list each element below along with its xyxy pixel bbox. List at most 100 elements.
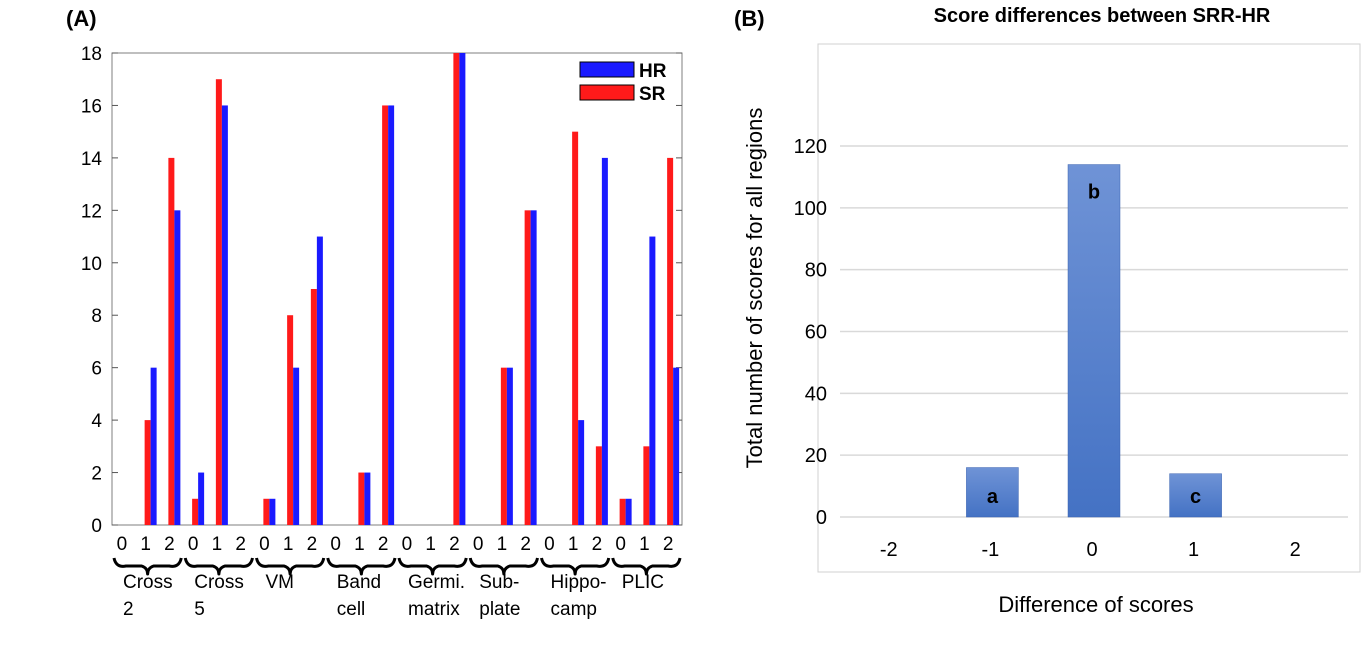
bar-sr <box>500 367 507 525</box>
category-label: Cross <box>194 572 244 593</box>
bar-sr <box>572 131 579 525</box>
bar-hr <box>293 367 300 525</box>
category-label: Cross <box>123 572 173 593</box>
x-tick-label: 2 <box>663 534 674 555</box>
bar-sr <box>453 53 460 525</box>
x-tick-label: 0 <box>544 534 555 555</box>
x-tick-label: 0 <box>188 534 199 555</box>
x-tick-label: 2 <box>592 534 603 555</box>
bar-hr <box>530 210 537 526</box>
bar-hr <box>459 53 466 525</box>
y-tick-label: 16 <box>81 96 102 117</box>
bar-hr <box>625 498 632 525</box>
y-tick-label: 120 <box>794 136 827 158</box>
bar-hr <box>198 472 205 525</box>
x-tick-label: 2 <box>378 534 389 555</box>
x-tick-label: 1 <box>497 534 508 555</box>
x-tick-label: 1 <box>283 534 294 555</box>
y-tick-label: 2 <box>91 464 102 485</box>
y-tick-label: 6 <box>91 359 102 380</box>
y-tick-label: 0 <box>91 516 102 537</box>
x-tick-label: 2 <box>520 534 531 555</box>
bar-sr <box>215 79 222 525</box>
bar-sr <box>287 315 294 525</box>
bar-sr <box>263 498 270 525</box>
bar-1 <box>1169 473 1222 518</box>
bar-hr <box>673 367 680 525</box>
category-brace <box>326 557 397 576</box>
category-label: Germi. <box>408 572 465 593</box>
bar-sr <box>310 289 317 525</box>
y-tick-label: 8 <box>91 306 102 327</box>
y-tick-label: 12 <box>81 201 102 222</box>
x-axis-label: Difference of scores <box>998 592 1193 617</box>
panel-b-label: (B) <box>734 6 765 31</box>
x-tick-label: 1 <box>1188 539 1199 561</box>
legend-swatch-hr <box>579 61 635 78</box>
bar-hr <box>601 157 608 525</box>
bar-hr <box>316 236 323 526</box>
category-label: 2 <box>123 599 134 620</box>
category-label: cell <box>337 599 366 620</box>
plot-b-frame <box>817 43 1361 573</box>
x-tick-label: 0 <box>615 534 626 555</box>
y-tick-label: 18 <box>81 44 102 65</box>
y-tick-label: 100 <box>794 198 827 220</box>
y-tick-label: 0 <box>816 507 827 529</box>
bar-sr <box>524 210 531 526</box>
category-label: VM <box>266 572 295 593</box>
bar-annotation: a <box>987 486 999 508</box>
category-brace <box>540 557 611 576</box>
bar-sr <box>667 157 674 525</box>
x-tick-label: 2 <box>449 534 460 555</box>
category-brace <box>183 557 254 576</box>
category-label: PLIC <box>622 572 664 593</box>
x-tick-label: 1 <box>212 534 223 555</box>
y-tick-label: 10 <box>81 254 102 275</box>
bar-hr <box>388 105 395 525</box>
bar-sr <box>643 446 650 525</box>
y-tick-label: 80 <box>805 260 827 282</box>
bar-sr <box>595 446 602 525</box>
bar-annotation: c <box>1190 486 1201 508</box>
x-tick-label: 0 <box>473 534 484 555</box>
y-tick-label: 60 <box>805 322 827 344</box>
bar-hr <box>221 105 228 525</box>
bar-hr <box>150 367 157 525</box>
category-label: Band <box>337 572 381 593</box>
x-tick-label: 0 <box>117 534 128 555</box>
category-label: plate <box>479 599 520 620</box>
y-tick-label: 14 <box>81 149 103 170</box>
x-tick-label: 1 <box>354 534 365 555</box>
x-tick-label: 2 <box>235 534 246 555</box>
bar--1 <box>966 467 1019 518</box>
x-tick-label: 1 <box>568 534 579 555</box>
y-tick-label: 40 <box>805 383 827 405</box>
y-tick-label: 20 <box>805 445 827 467</box>
category-brace <box>397 557 468 576</box>
x-tick-label: 0 <box>402 534 413 555</box>
category-brace <box>112 557 183 576</box>
bar-hr <box>364 472 371 525</box>
y-tick-label: 4 <box>91 411 102 432</box>
bar-sr <box>382 105 389 525</box>
bar-annotation: b <box>1088 182 1100 204</box>
bar-0 <box>1067 164 1121 518</box>
chart-b: (B) Score differences between SRR-HR 0 20 4… <box>734 5 1361 617</box>
x-tick-label: 1 <box>639 534 650 555</box>
bar-hr <box>269 498 276 525</box>
category-brace <box>255 557 326 576</box>
x-tick-label: 2 <box>164 534 175 555</box>
x-tick-label: 2 <box>1290 539 1301 561</box>
legend-label-sr: SR <box>639 84 666 105</box>
x-tick-label: 1 <box>425 534 436 555</box>
y-axis-label: Total number of scores for all regions <box>742 108 767 469</box>
legend-swatch-sr <box>579 84 635 101</box>
bar-sr <box>168 157 175 525</box>
bar-sr <box>358 472 365 525</box>
category-label: Sub- <box>479 572 519 593</box>
category-brace <box>468 557 539 576</box>
chart-b-title: Score differences between SRR-HR <box>934 5 1271 27</box>
x-tick-label: -1 <box>982 539 1000 561</box>
